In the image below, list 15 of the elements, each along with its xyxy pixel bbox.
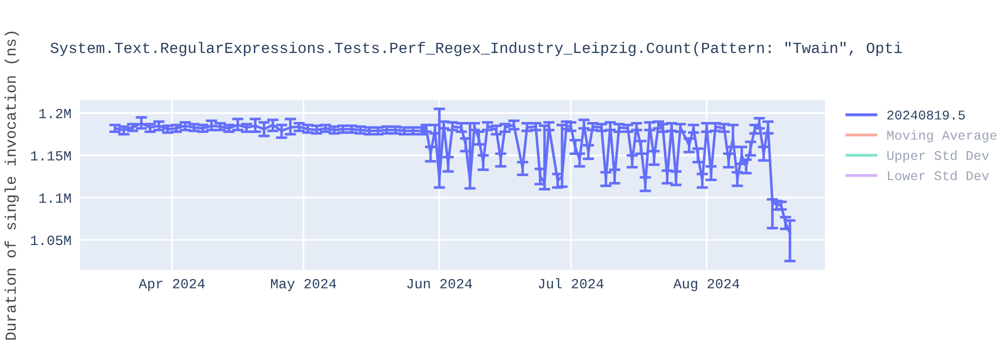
y-tick-label: 1.1M (39, 194, 71, 203)
legend-label: 20240819.5 (887, 110, 965, 120)
x-tick-label: Apr 2024 (138, 278, 205, 292)
y-tick-label: 1.2M (39, 108, 71, 118)
y-tick-label: 1.05M (30, 236, 71, 246)
y-axis-title: Duration of single invocation (ns) (4, 32, 19, 340)
x-tick-label: Jul 2024 (538, 278, 604, 288)
x-tick-label: May 2024 (271, 278, 336, 292)
chart-title: System.Text.RegularExpressions.Tests.Perf_Regex_Industry_Leipzig.Count(Pattern: "Twain", Opti (50, 42, 902, 56)
legend-label: Moving Average (887, 130, 996, 142)
legend-label: Lower Std Dev (888, 170, 989, 180)
y-tick-label: 1.15M (30, 151, 71, 161)
x-tick-label: Aug 2024 (673, 278, 740, 292)
legend-label: Upper Std Dev (887, 150, 989, 163)
x-tick-label: Jun 2024 (407, 278, 472, 288)
